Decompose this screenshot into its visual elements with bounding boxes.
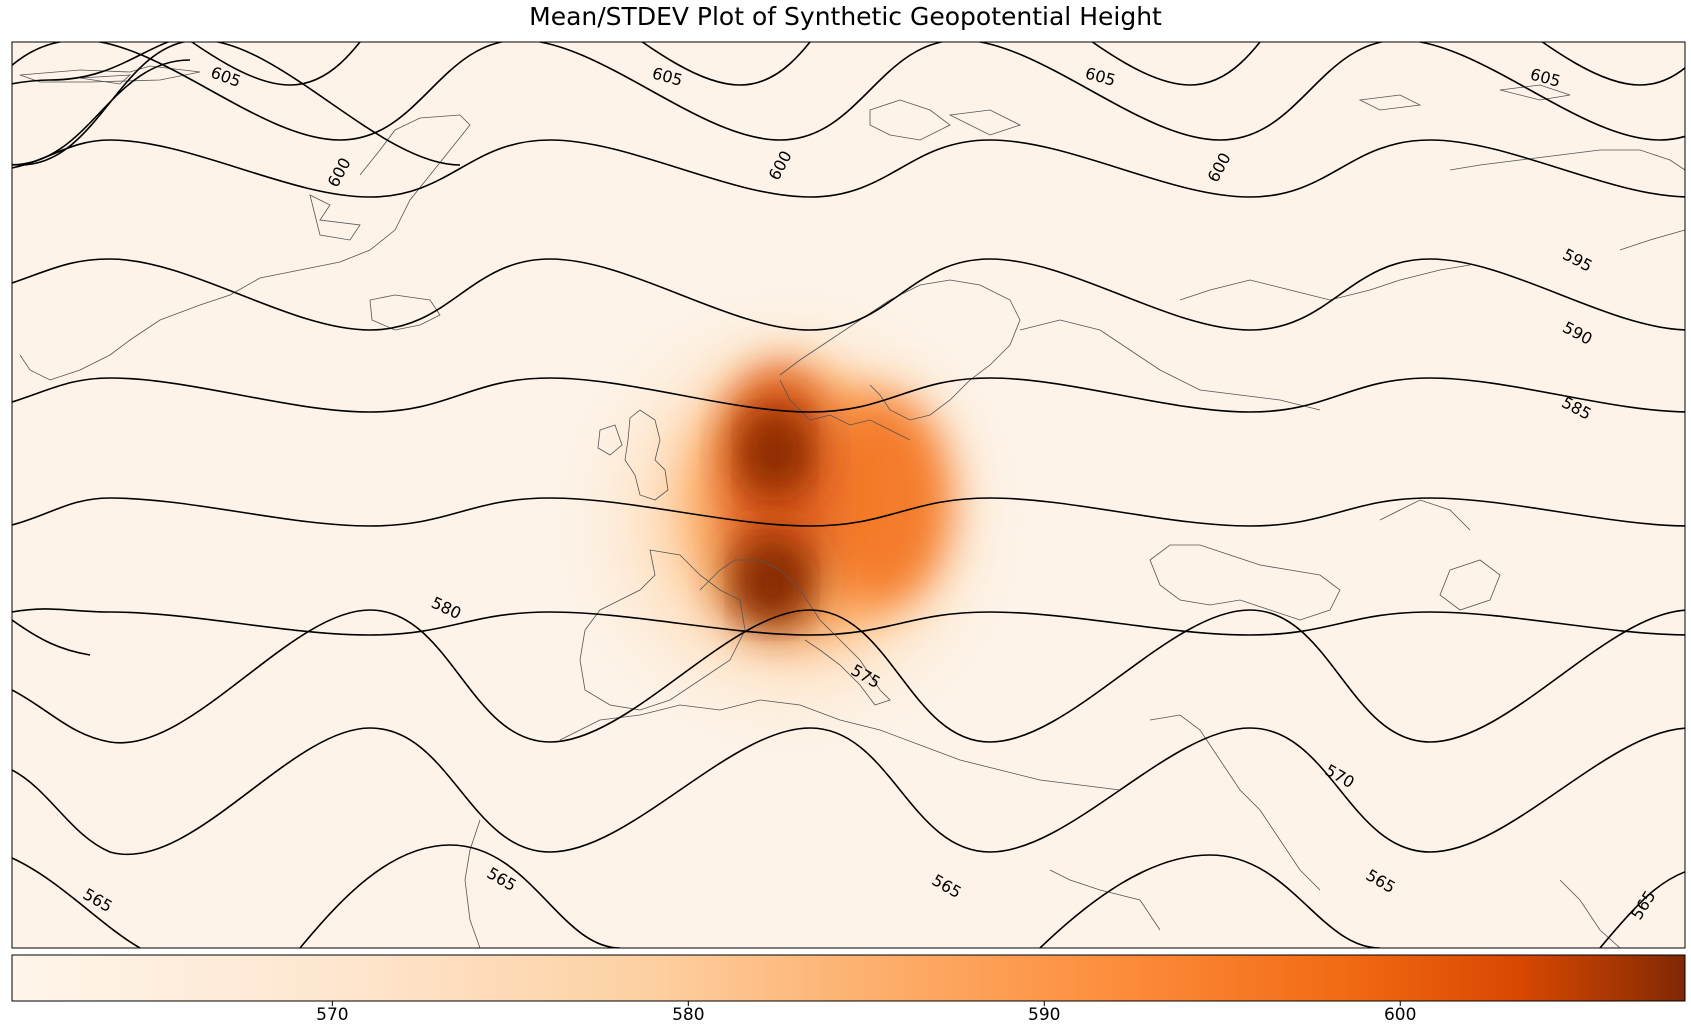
map-frame <box>11 41 1686 949</box>
chart-title: Mean/STDEV Plot of Synthetic Geopotentia… <box>529 2 1162 31</box>
colorbar-gradient <box>11 954 1686 1002</box>
colorbar <box>11 954 1686 1006</box>
coastlines <box>19 65 1685 948</box>
anomaly-fill <box>620 350 960 690</box>
colorbar-tick-label: 580 <box>672 1005 705 1025</box>
contour-lines <box>12 42 1685 948</box>
map-area: 605 605 605 605 600 600 600 595 590 585 … <box>11 41 1686 949</box>
colorbar-tick-label: 570 <box>316 1005 349 1025</box>
colorbar-tick-label: 590 <box>1028 1005 1061 1025</box>
colorbar-ticks <box>331 1001 1401 1006</box>
colorbar-tick-label: 600 <box>1383 1005 1417 1025</box>
